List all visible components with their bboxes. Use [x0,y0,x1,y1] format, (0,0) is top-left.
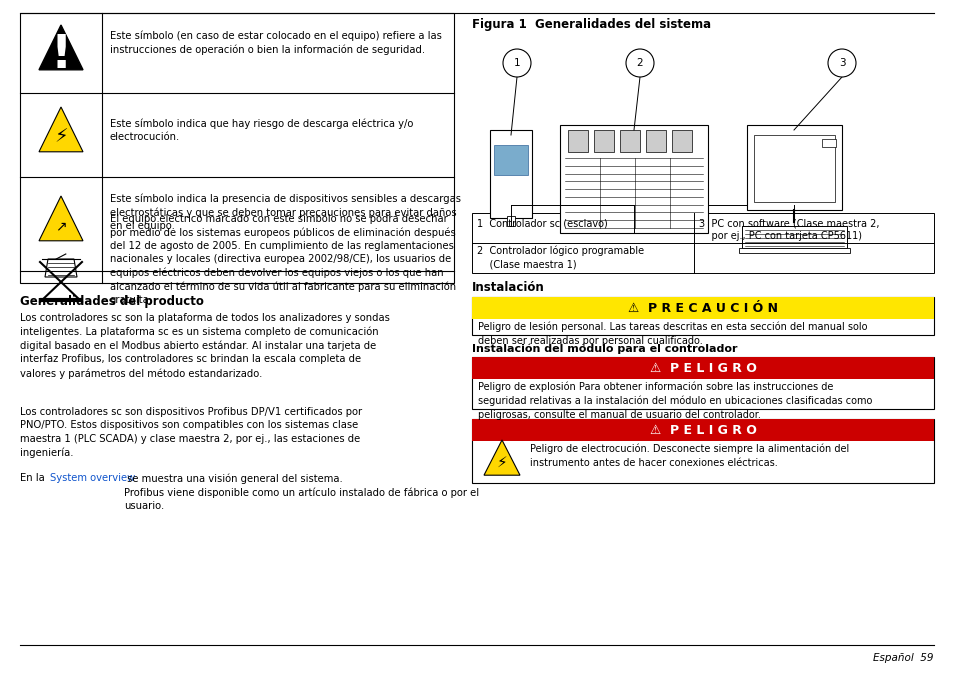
Bar [490,130,532,218]
Bar [494,145,527,175]
Text: System overview: System overview [50,473,135,483]
Text: 2  Controlador lógico programable
    (Clase maestra 1): 2 Controlador lógico programable (Clase … [476,246,643,269]
Polygon shape [39,25,83,70]
Text: 3: 3 [838,58,844,68]
Text: !: ! [51,33,71,78]
Bar [567,130,587,152]
Text: Peligro de explosión Para obtener información sobre las instrucciones de
segurid: Peligro de explosión Para obtener inform… [477,382,871,419]
Bar [619,130,639,152]
Bar [594,130,614,152]
Text: ⚠  P E L I G R O: ⚠ P E L I G R O [649,423,756,437]
Text: 2: 2 [636,58,642,68]
Text: En la: En la [20,473,48,483]
Text: Este símbolo (en caso de estar colocado en el equipo) refiere a las
instruccione: Este símbolo (en caso de estar colocado … [110,31,441,55]
Polygon shape [39,196,83,241]
Circle shape [625,49,654,77]
Text: se muestra una visión general del sistema.
Profibus viene disponible como un art: se muestra una visión general del sistem… [124,473,478,511]
Bar [472,213,933,273]
Polygon shape [483,440,519,475]
Bar [739,248,849,253]
Circle shape [827,49,855,77]
Bar [645,130,665,152]
Text: Figura 1  Generalidades del sistema: Figura 1 Generalidades del sistema [472,18,710,31]
Text: ↗: ↗ [55,219,67,233]
Polygon shape [39,107,83,152]
Text: Instalación: Instalación [472,281,544,294]
Bar [746,125,841,210]
Text: Español  59: Español 59 [873,653,933,663]
Text: 1  Controlador sc (esclavo): 1 Controlador sc (esclavo) [476,218,607,228]
Text: Este símbolo indica que hay riesgo de descarga eléctrica y/o
electrocución.: Este símbolo indica que hay riesgo de de… [110,118,413,142]
Bar [472,357,933,409]
Text: Instalación del módulo para el controlador: Instalación del módulo para el controlad… [472,343,737,353]
Text: Los controladores sc son la plataforma de todos los analizadores y sondas
inteli: Los controladores sc son la plataforma d… [20,313,390,379]
Text: Peligro de electrocución. Desconecte siempre la alimentación del
instrumento ant: Peligro de electrocución. Desconecte sie… [530,444,848,468]
Bar [741,226,846,248]
Bar [506,216,515,226]
Bar [753,135,834,202]
Bar [472,297,933,335]
Text: Peligro de lesión personal. Las tareas descritas en esta sección del manual solo: Peligro de lesión personal. Las tareas d… [477,322,866,346]
Bar [472,297,933,319]
Bar [559,125,707,233]
Text: Este símbolo indica la presencia de dispositivos sensibles a descargas
electrost: Este símbolo indica la presencia de disp… [110,193,460,231]
Bar [472,419,933,483]
Text: ⚡: ⚡ [497,454,507,470]
Bar [20,13,454,283]
Bar [472,419,933,441]
Text: ⚡: ⚡ [54,127,68,147]
Text: 1: 1 [513,58,519,68]
Bar [671,130,691,152]
Text: ⚠  P R E C A U C I Ó N: ⚠ P R E C A U C I Ó N [627,302,778,314]
Text: Generalidades del producto: Generalidades del producto [20,295,204,308]
Text: ⚠  P E L I G R O: ⚠ P E L I G R O [649,361,756,374]
Bar [821,139,835,147]
Text: El equipo eléctrico marcado con este símbolo no se podrá desechar
por medio de l: El equipo eléctrico marcado con este sím… [110,213,456,305]
Text: Los controladores sc son dispositivos Profibus DP/V1 certificados por
PNO/PTO. E: Los controladores sc son dispositivos Pr… [20,407,362,458]
Text: 3  PC con software (Clase maestra 2,
    por ej., PC con tarjeta CP5611): 3 PC con software (Clase maestra 2, por … [698,218,879,241]
Bar [472,357,933,379]
Circle shape [502,49,531,77]
